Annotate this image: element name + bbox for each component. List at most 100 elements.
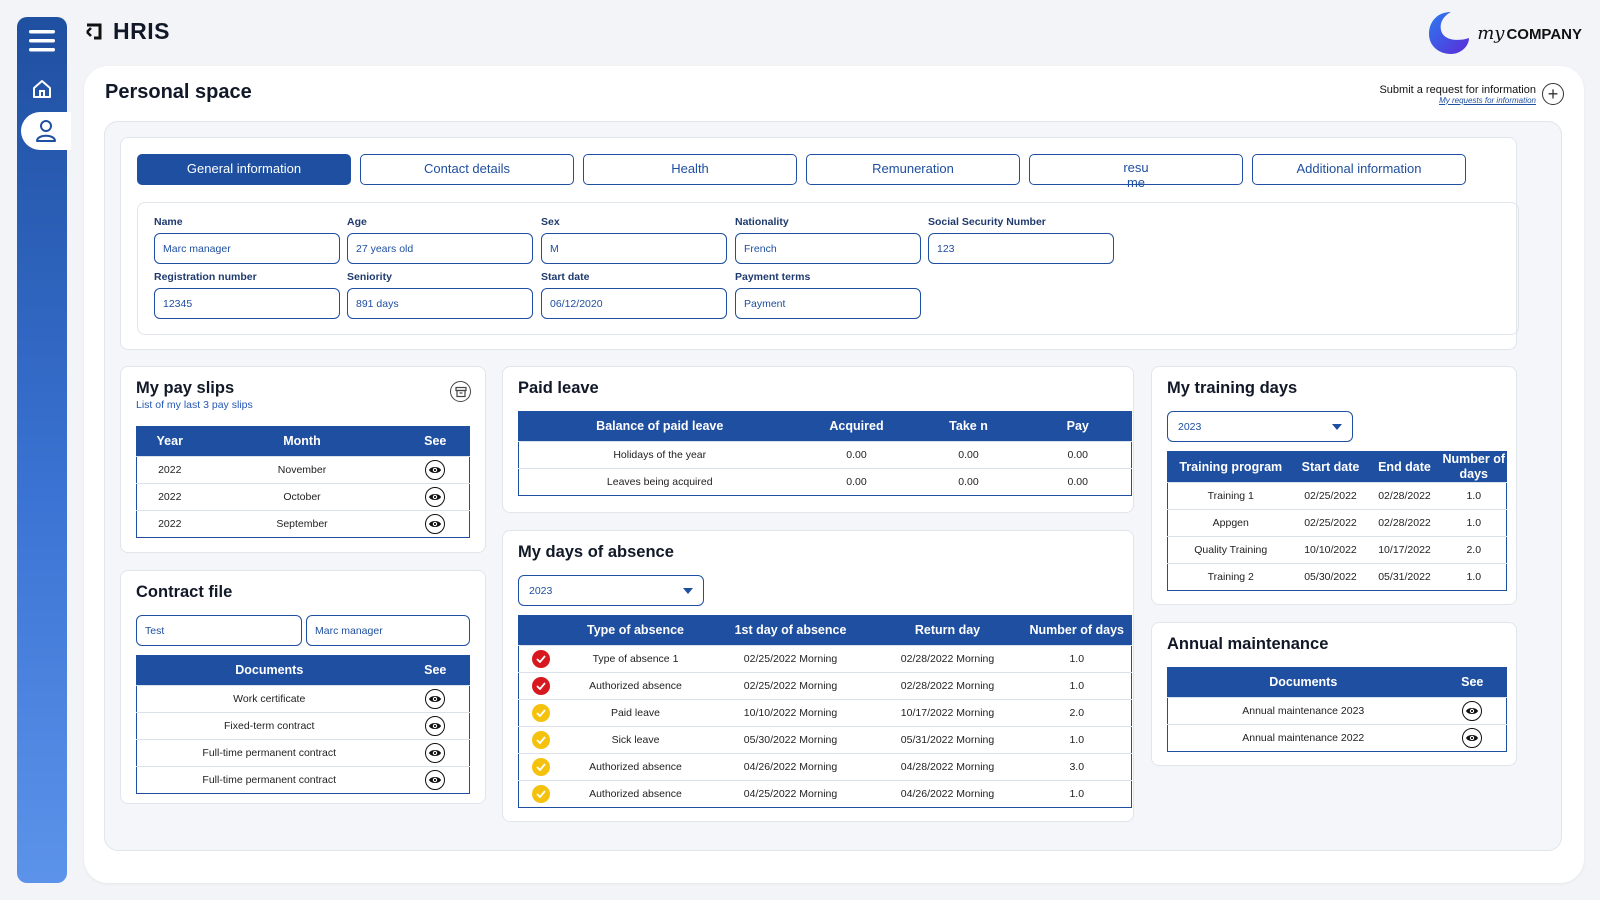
paid-leave-card: Paid leave Balance of paid leave Acquire… [502, 366, 1134, 513]
request-info: Submit a request for information My requ… [1379, 83, 1564, 105]
col-return-day: Return day [872, 615, 1023, 646]
absence-days: 1.0 [1022, 672, 1132, 700]
absence-days: 1.0 [1022, 726, 1132, 754]
eye-icon[interactable] [425, 514, 446, 534]
start-date-input[interactable]: 06/12/2020 [541, 288, 727, 319]
training-program: Training 1 [1167, 482, 1294, 510]
maintenance-document: Annual maintenance 2023 [1167, 697, 1439, 725]
contract-employee-input[interactable]: Marc manager [306, 615, 470, 646]
table-row: Training 1 02/25/2022 02/28/2022 1.0 [1167, 482, 1507, 510]
sex-input[interactable]: M [541, 233, 727, 264]
eye-icon[interactable] [425, 689, 446, 709]
payment-terms-input[interactable]: Payment [735, 288, 921, 319]
menu-icon[interactable] [17, 21, 67, 61]
eye-icon[interactable] [425, 743, 446, 763]
start-date-label: Start date [541, 271, 590, 283]
start-date-field: Start date 06/12/2020 [541, 271, 727, 319]
seniority-input[interactable]: 891 days [347, 288, 533, 319]
contract-filter-input[interactable]: Test [136, 615, 302, 646]
document-name: Full-time permanent contract [136, 739, 402, 767]
training-program: Quality Training [1167, 536, 1294, 564]
nationality-input[interactable]: French [735, 233, 921, 264]
nationality-label: Nationality [735, 216, 789, 228]
table-row: Authorized absence 04/26/2022 Morning 04/2… [518, 753, 1132, 781]
company-logo-text: my COMPANY [1477, 22, 1582, 44]
training-start: 05/30/2022 [1293, 563, 1368, 591]
payment-terms-label: Payment terms [735, 271, 811, 283]
sex-label: Sex [541, 216, 560, 228]
leave-taken: 0.00 [912, 468, 1025, 496]
pay-slip-month: September [202, 510, 402, 538]
my-requests-link[interactable]: My requests for information [1439, 95, 1536, 105]
table-row: 2022 October [136, 483, 470, 511]
eye-icon[interactable] [425, 770, 446, 790]
absence-year-value: 2023 [529, 584, 553, 597]
training-days: 1.0 [1441, 482, 1507, 510]
add-request-button[interactable]: + [1542, 83, 1564, 105]
absence-year-select[interactable]: 2023 [518, 575, 704, 606]
leave-acquired: 0.00 [800, 441, 913, 469]
table-row: Quality Training 10/10/2022 10/17/2022 2… [1167, 536, 1507, 564]
document-name: Fixed-term contract [136, 712, 402, 740]
table-row: 2022 September [136, 510, 470, 538]
tab-contact-details[interactable]: Contact details [360, 154, 574, 185]
table-row: Annual maintenance 2023 [1167, 697, 1507, 725]
col-month: Month [202, 426, 402, 457]
absence-return-day: 05/31/2022 Morning [872, 726, 1023, 754]
absence-days: 2.0 [1022, 699, 1132, 727]
ssn-field: Social Security Number 123 [928, 216, 1114, 264]
tab-health[interactable]: Health [583, 154, 797, 185]
maintenance-title: Annual maintenance [1167, 635, 1329, 653]
content-area: General information Contact details Heal… [104, 121, 1562, 851]
col-absence-type: Type of absence [562, 615, 709, 646]
ssn-input[interactable]: 123 [928, 233, 1114, 264]
table-row: Training 2 05/30/2022 05/31/2022 1.0 [1167, 563, 1507, 591]
leave-taken: 0.00 [912, 441, 1025, 469]
training-start: 10/10/2022 [1293, 536, 1368, 564]
training-days: 2.0 [1441, 536, 1507, 564]
chevron-down-icon [1332, 423, 1342, 430]
col-first-day: 1st day of absence [708, 615, 873, 646]
home-icon[interactable] [17, 69, 67, 109]
pay-slips-subtitle: List of my last 3 pay slips [136, 399, 253, 411]
contract-file-card: Contract file Test Marc manager Document… [120, 570, 486, 804]
tab-remuneration[interactable]: Remuneration [806, 154, 1020, 185]
col-number-days: Number of days [1022, 615, 1132, 646]
pending-status-icon [531, 731, 550, 749]
eye-icon[interactable] [425, 716, 446, 736]
maintenance-table: Documents See Annual maintenance 2023 An… [1167, 667, 1507, 752]
training-card: My training days 2023 Training program S… [1151, 366, 1517, 605]
tab-additional-information[interactable]: Additional information [1252, 154, 1466, 185]
tab-resume[interactable]: resume [1029, 154, 1243, 189]
eye-icon[interactable] [425, 460, 446, 480]
absence-type: Sick leave [562, 726, 709, 754]
eye-icon[interactable] [1462, 728, 1483, 748]
training-year-select[interactable]: 2023 [1167, 411, 1353, 442]
registration-input[interactable]: 12345 [154, 288, 340, 319]
name-input[interactable]: Marc manager [154, 233, 340, 264]
chevron-down-icon [683, 587, 693, 594]
absence-first-day: 05/30/2022 Morning [708, 726, 873, 754]
col-start-date: Start date [1293, 451, 1368, 483]
contract-documents-table: Documents See Work certificate Fixed-ter… [136, 655, 470, 794]
main-panel: Personal space Submit a request for info… [84, 66, 1584, 883]
table-row: Full-time permanent contract [136, 766, 470, 794]
pay-slip-year: 2022 [136, 483, 203, 511]
absence-title: My days of absence [518, 543, 674, 561]
eye-icon[interactable] [1462, 701, 1483, 721]
profile-icon[interactable] [21, 112, 71, 150]
training-end: 02/28/2022 [1367, 482, 1442, 510]
col-status [518, 615, 563, 646]
archive-icon[interactable] [450, 381, 471, 402]
hris-logo-icon [86, 23, 102, 39]
tab-general-information[interactable]: General information [137, 154, 351, 185]
age-input[interactable]: 27 years old [347, 233, 533, 264]
seniority-label: Seniority [347, 271, 392, 283]
leave-pay: 0.00 [1024, 441, 1132, 469]
absence-days: 1.0 [1022, 645, 1132, 673]
col-acquired: Acquired [800, 411, 913, 442]
pay-slip-month: October [202, 483, 402, 511]
eye-icon[interactable] [425, 487, 446, 507]
document-name: Full-time permanent contract [136, 766, 402, 794]
seniority-field: Seniority 891 days [347, 271, 533, 319]
